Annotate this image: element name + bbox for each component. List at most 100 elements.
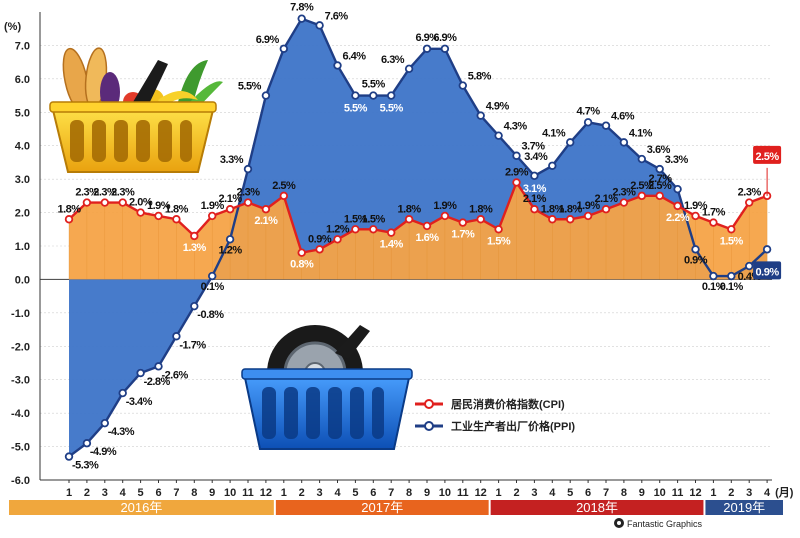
cpi-data-label: 1.5% xyxy=(344,213,368,225)
credit-text: Fantastic Graphics xyxy=(627,519,703,529)
cpi-point xyxy=(422,221,432,231)
y-tick-label: -1.0 xyxy=(11,308,30,320)
ppi-data-label: 0.1% xyxy=(702,281,726,293)
cpi-data-label: 2.9% xyxy=(505,166,529,178)
ppi-data-label: -2.8% xyxy=(144,376,171,388)
cpi-point xyxy=(458,218,467,227)
ppi-data-label: 4.9% xyxy=(486,101,510,113)
cpi-point xyxy=(100,198,109,207)
cpi-point xyxy=(673,201,682,211)
cpi-point xyxy=(64,215,74,224)
cpi-data-label: 2.3% xyxy=(75,187,99,199)
ppi-data-label: 6.9% xyxy=(415,32,439,44)
x-tick-label: 6 xyxy=(155,487,161,499)
ppi-data-label: -4.3% xyxy=(108,426,135,438)
ppi-point xyxy=(64,452,74,461)
credit: Fantastic Graphics xyxy=(614,518,703,529)
cpi-data-label: 2.5% xyxy=(630,180,654,192)
x-tick-label: 1 xyxy=(710,487,716,499)
y-tick-label: 3.0 xyxy=(15,174,30,186)
cpi-point xyxy=(351,225,360,234)
credit-logo-icon xyxy=(614,518,624,528)
x-tick-label: 3 xyxy=(531,487,537,499)
cpi-point xyxy=(333,235,342,244)
y-tick-label: 1.0 xyxy=(15,241,30,253)
y-tick-label: 6.0 xyxy=(15,74,30,86)
y-tick-label: -2.0 xyxy=(11,341,30,353)
x-tick-label: 1 xyxy=(66,487,72,499)
cpi-point xyxy=(548,215,557,224)
x-tick-label: 8 xyxy=(191,487,197,499)
cpi-point xyxy=(476,215,485,224)
x-tick-label: 6 xyxy=(370,487,376,499)
ppi-callout-box xyxy=(753,261,782,280)
cpi-point xyxy=(82,198,92,207)
x-tick-label: 2 xyxy=(84,487,90,499)
x-tick-label: 9 xyxy=(424,487,430,499)
cpi-data-label: 2.3% xyxy=(612,187,636,199)
ppi-point xyxy=(351,91,360,100)
x-tick-label: 9 xyxy=(639,487,645,499)
ppi-point xyxy=(279,44,288,53)
cpi-point xyxy=(190,231,199,241)
cpi-point xyxy=(566,215,575,224)
ppi-point xyxy=(530,171,539,180)
cpi-data-label: 2.3% xyxy=(738,187,762,199)
cpi-data-label: 2.3% xyxy=(236,187,260,199)
ppi-data-label: 4.1% xyxy=(629,127,653,139)
cpi-data-label: 1.8% xyxy=(57,203,81,215)
cpi-line xyxy=(68,179,768,255)
cpi-point xyxy=(709,218,718,227)
ppi-point xyxy=(118,388,127,398)
cpi-point xyxy=(404,215,414,224)
year-band xyxy=(490,500,704,515)
ppi-data-label: 4.1% xyxy=(542,127,566,139)
cpi-point xyxy=(261,205,271,214)
cpi-callout-box xyxy=(753,145,782,164)
ppi-data-label: -5.3% xyxy=(72,460,99,472)
x-tick-label: 9 xyxy=(209,487,215,499)
x-tick-label: 3 xyxy=(102,487,108,499)
cpi-point xyxy=(315,245,324,254)
cpi-data-label: 0.9% xyxy=(308,233,332,245)
cpi-data-label: 2.1% xyxy=(594,193,618,205)
cpi-point xyxy=(297,248,306,257)
x-tick-label: 8 xyxy=(621,487,627,499)
year-band xyxy=(9,500,274,515)
cpi-point xyxy=(172,215,181,224)
cpi-point xyxy=(440,211,450,221)
ppi-data-label: 4.3% xyxy=(504,121,528,133)
legend: 居民消费价格指数(CPI) 工业生产者出厂价格(PPI) xyxy=(415,397,575,433)
data-labels: -5.3% -4.9% -4.3% -3.4% -2.8%-2.6% -1.7% -0.8%… xyxy=(57,2,782,472)
y-tick-label: -3.0 xyxy=(11,375,30,387)
ppi-data-label: 5.5% xyxy=(344,103,368,115)
x-tick-label: 4 xyxy=(120,487,127,499)
cpi-data-label: 2.1% xyxy=(219,193,243,205)
cpi-data-label: 1.5% xyxy=(487,235,511,247)
ppi-data-label: 5.5% xyxy=(238,81,262,93)
ppi-data-label: -2.6% xyxy=(162,369,189,381)
ppi-data-label: -4.9% xyxy=(90,446,117,458)
ppi-point xyxy=(172,332,181,341)
cpi-point xyxy=(691,211,700,221)
cpi-point xyxy=(601,205,611,214)
cpi-point xyxy=(494,225,503,234)
x-axis: 1 2 3 4 5 6 7 8 9 10 11 12 1 2 3 4 5 6 7 8 9 10 11 12 1 2 3 4 5 6 7 8 9 1… xyxy=(40,479,794,499)
x-tick-label: 5 xyxy=(352,487,358,499)
year-bands: 2016年 2017年 2018年 2019年 xyxy=(9,500,783,515)
cpi-data-label: 2.1% xyxy=(523,193,547,205)
ppi-point xyxy=(100,418,109,428)
x-tick-label: 7 xyxy=(388,487,394,499)
ppi-data-label: 3.4% xyxy=(524,151,548,163)
cpi-point xyxy=(207,211,217,221)
x-tick-label: 4 xyxy=(549,487,556,499)
ppi-point xyxy=(225,235,235,244)
ppi-data-label: 5.5% xyxy=(380,103,404,115)
cpi-data-label: 1.3% xyxy=(183,242,207,254)
ppi-point xyxy=(673,184,682,194)
cpi-point xyxy=(619,198,629,207)
ppi-data-label: 5.5% xyxy=(362,79,386,91)
x-tick-label: 11 xyxy=(457,487,469,499)
cpi-point xyxy=(583,211,593,221)
ppi-data-label: 1.2% xyxy=(219,244,243,256)
